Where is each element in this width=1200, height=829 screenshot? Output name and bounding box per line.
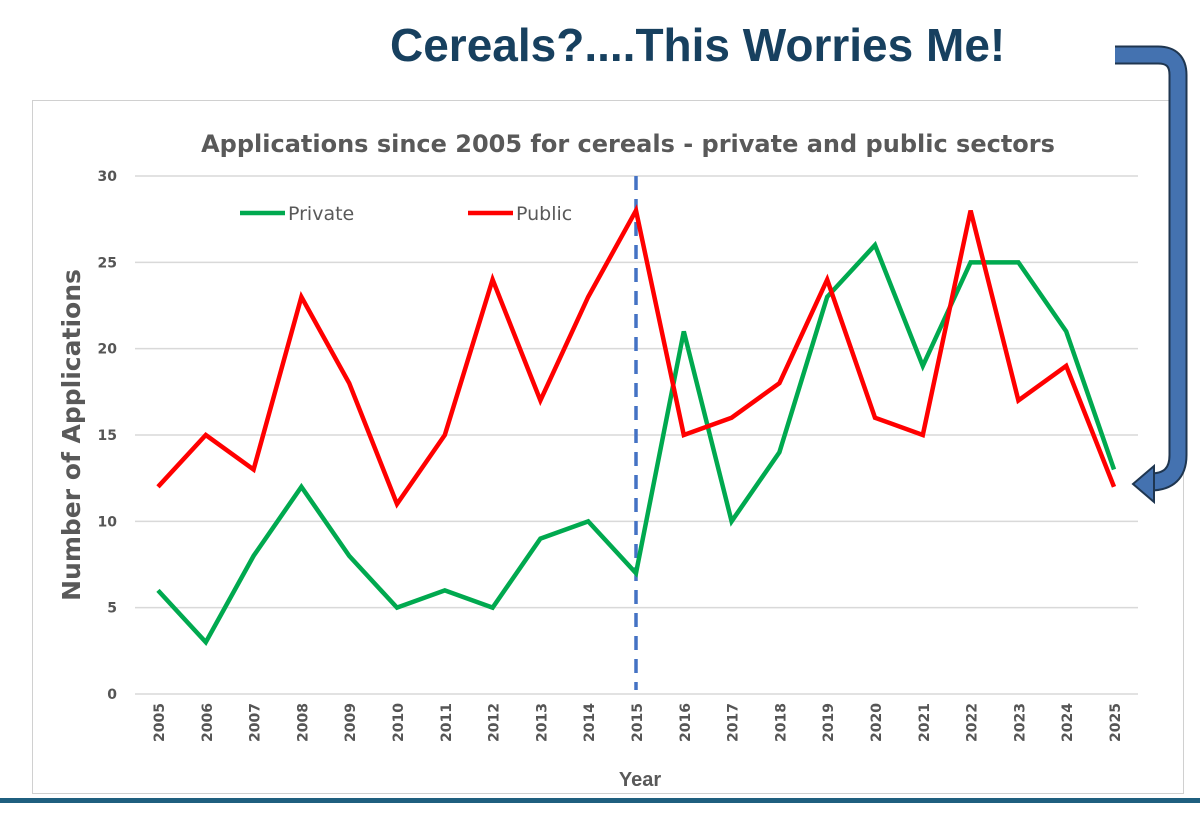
x-tick-label: 2005 [152,703,168,742]
x-tick-label: 2014 [582,703,598,742]
y-tick-label: 0 [107,687,117,703]
x-tick-label: 2011 [439,703,455,742]
y-tick-label: 10 [98,514,118,530]
x-tick-label: 2022 [965,703,981,742]
x-tick-label: 2008 [295,703,311,742]
x-tick-label: 2025 [1108,703,1124,742]
x-tick-label: 2016 [678,703,694,742]
y-axis-label: Number of Applications [57,269,86,601]
slide-footer-bar [0,798,1200,803]
x-tick-label: 2013 [534,703,550,742]
y-tick-label: 20 [98,342,118,358]
x-tick-label: 2009 [343,703,359,742]
legend-label: Private [288,203,354,225]
x-tick-label: 2021 [917,703,933,742]
x-tick-label: 2012 [487,703,503,742]
x-axis-label: Year [619,769,661,791]
y-tick-label: 25 [98,255,117,271]
x-tick-label: 2024 [1060,703,1076,742]
headline: Cereals?....This Worries Me! [390,19,1006,71]
x-tick-label: 2023 [1012,703,1028,742]
y-tick-label: 30 [98,169,118,185]
legend-label: Public [516,203,572,225]
x-tick-label: 2006 [200,703,216,742]
x-tick-label: 2010 [391,703,407,742]
x-tick-label: 2017 [726,703,742,742]
x-tick-label: 2019 [821,703,837,742]
curved-arrow-icon [1115,45,1188,505]
y-tick-label: 5 [107,601,117,617]
x-tick-label: 2015 [630,703,646,742]
x-tick-label: 2020 [869,703,885,742]
x-tick-label: 2007 [248,703,264,742]
y-tick-label: 15 [98,428,117,444]
chart-title: Applications since 2005 for cereals - pr… [201,130,1055,158]
x-tick-label: 2018 [773,703,789,742]
